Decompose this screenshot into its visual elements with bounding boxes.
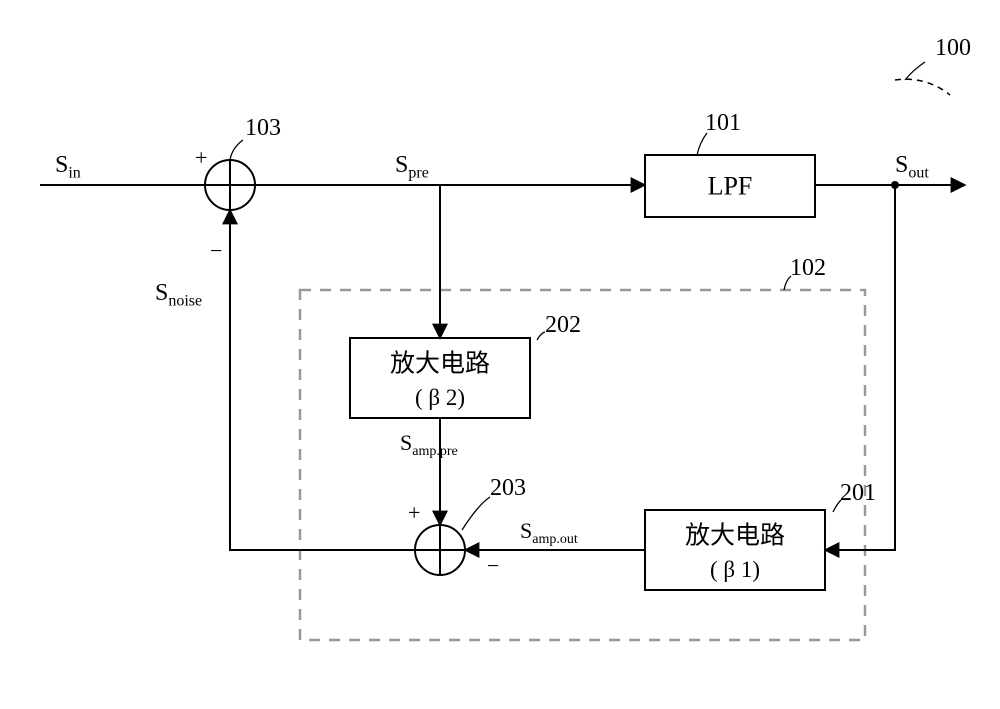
- lpf-label: LPF: [708, 172, 753, 201]
- label-spre: Spre: [395, 152, 429, 181]
- block-diagram: LPF 放大电路 ( β 2) 放大电路 ( β 1) + − + − 103 …: [0, 0, 1000, 709]
- amplifier-block-202: 放大电路 ( β 2): [350, 338, 530, 418]
- plus-sign-103: +: [195, 145, 207, 170]
- label-samp-pre: Samp.pre: [400, 430, 458, 459]
- id-100: 100: [935, 35, 971, 61]
- id-203: 203: [490, 475, 526, 501]
- label-sin: Sin: [55, 152, 81, 181]
- system-arc: [895, 79, 950, 95]
- amp201-line1: 放大电路: [685, 522, 785, 550]
- label-samp-out: Samp.out: [520, 518, 578, 547]
- summing-junction-203: [415, 525, 465, 575]
- summing-junction-103: [205, 160, 255, 210]
- id-101: 101: [705, 110, 741, 136]
- lpf-block: LPF: [645, 155, 815, 217]
- amplifier-block-201: 放大电路 ( β 1): [645, 510, 825, 590]
- minus-sign-103: −: [210, 238, 222, 263]
- junction-dot: [891, 181, 899, 189]
- id-102: 102: [790, 255, 826, 281]
- label-snoise: Snoise: [155, 280, 202, 309]
- id-202: 202: [545, 312, 581, 338]
- id-103: 103: [245, 115, 281, 141]
- amp202-line1: 放大电路: [390, 350, 490, 378]
- plus-sign-203: +: [408, 500, 420, 525]
- amp202-line2: ( β 2): [415, 385, 465, 410]
- label-sout: Sout: [895, 152, 929, 181]
- leader-lines: [230, 62, 925, 530]
- amp201-line2: ( β 1): [710, 557, 760, 582]
- id-201: 201: [840, 480, 876, 506]
- minus-sign-203: −: [487, 553, 499, 578]
